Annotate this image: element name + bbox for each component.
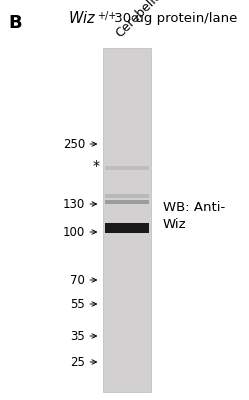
Text: $\mathit{Wiz}$: $\mathit{Wiz}$ xyxy=(68,10,96,26)
Text: B: B xyxy=(8,14,22,32)
Bar xyxy=(105,194,149,198)
Text: 130: 130 xyxy=(63,198,85,210)
Bar xyxy=(105,200,149,204)
Text: Cerebellum: Cerebellum xyxy=(113,0,173,40)
Text: 25: 25 xyxy=(70,356,85,368)
Bar xyxy=(103,48,151,392)
Text: 55: 55 xyxy=(70,298,85,310)
Text: 70: 70 xyxy=(70,274,85,286)
Text: +/+: +/+ xyxy=(97,11,116,21)
Bar xyxy=(105,223,149,233)
Text: 250: 250 xyxy=(63,138,85,150)
Text: WB: Anti-
Wiz: WB: Anti- Wiz xyxy=(163,201,225,231)
Text: 35: 35 xyxy=(70,330,85,342)
Text: *: * xyxy=(92,159,99,173)
Text: 30 ug protein/lane: 30 ug protein/lane xyxy=(110,12,237,25)
Text: 100: 100 xyxy=(63,226,85,238)
Bar xyxy=(105,166,149,170)
